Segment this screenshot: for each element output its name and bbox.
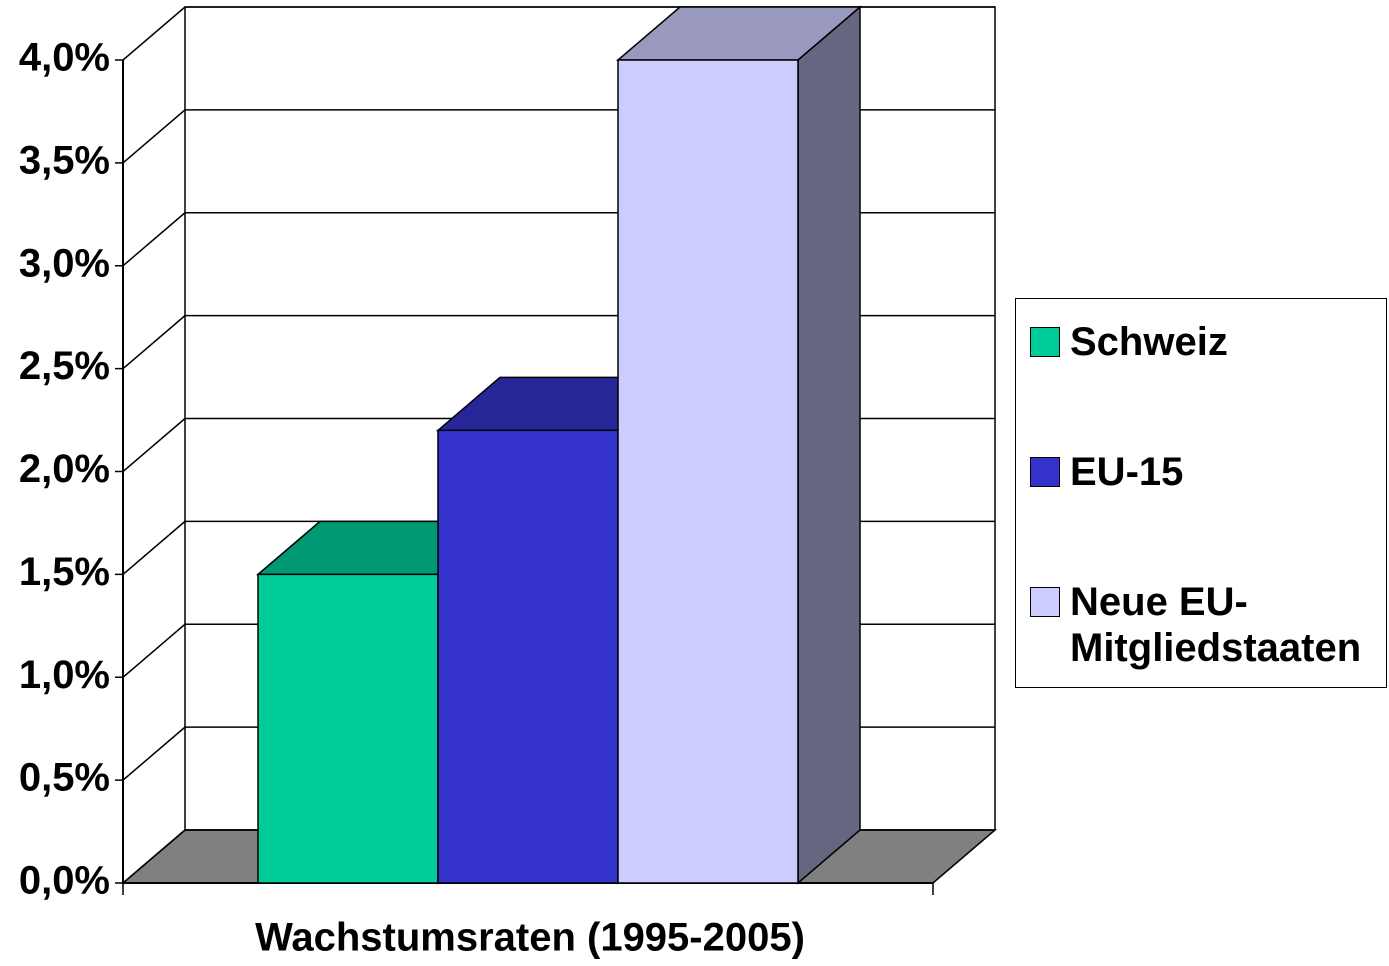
y-tick-label: 2,5% xyxy=(19,344,110,388)
side-grid-line xyxy=(122,417,186,473)
bar xyxy=(437,429,619,884)
y-tick-label: 0,5% xyxy=(19,756,110,800)
legend-label: EU-15 xyxy=(1070,450,1184,494)
bar xyxy=(257,573,439,884)
y-tick-label: 1,5% xyxy=(19,550,110,594)
x-category-label: Wachstumsraten (1995-2005) xyxy=(255,916,805,960)
legend-label: Neue EU-Mitgliedstaaten xyxy=(1070,580,1362,670)
side-grid-line xyxy=(122,726,186,781)
legend-label: Schweiz xyxy=(1070,320,1228,364)
legend-swatch xyxy=(1030,457,1060,487)
legend-entry: EU-15 xyxy=(1030,449,1380,495)
y-tick-label: 1,0% xyxy=(19,653,110,697)
legend-entry: Schweiz xyxy=(1030,319,1380,365)
side-grid-line xyxy=(122,212,186,267)
legend-swatch xyxy=(1030,327,1060,357)
y-tick-label: 0,0% xyxy=(19,859,110,903)
side-grid-line xyxy=(122,623,186,678)
legend: Schweiz EU-15 Neue EU-Mitgliedstaaten xyxy=(1015,298,1387,688)
legend-swatch xyxy=(1030,587,1060,617)
side-grid-line xyxy=(122,520,186,575)
bar-side xyxy=(797,5,861,885)
side-grid-line xyxy=(122,829,186,884)
legend-entry: Neue EU-Mitgliedstaaten xyxy=(1030,579,1380,671)
side-grid-line xyxy=(122,109,186,164)
y-tick-label: 3,5% xyxy=(19,138,110,182)
side-grid-line xyxy=(122,6,186,61)
side-grid-line xyxy=(122,315,186,370)
bar xyxy=(617,59,799,884)
y-tick-label: 4,0% xyxy=(19,36,110,80)
y-tick-label: 2,0% xyxy=(19,447,110,491)
y-tick-label: 3,0% xyxy=(19,241,110,285)
